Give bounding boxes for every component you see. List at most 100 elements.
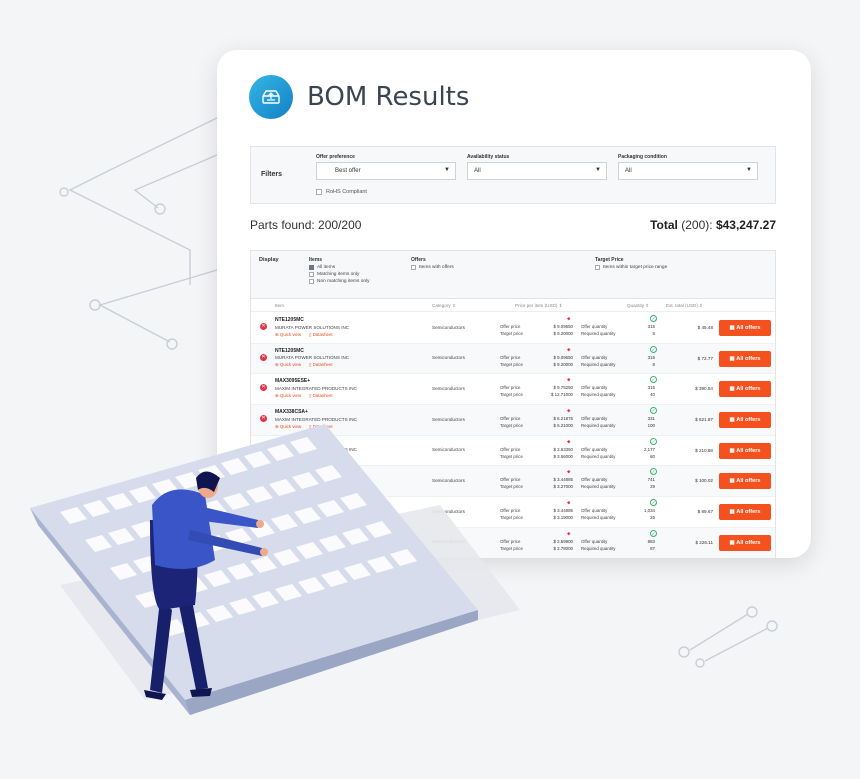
offer-quantity-value: 331 bbox=[647, 416, 655, 422]
check-circle-icon: ✓ bbox=[650, 376, 657, 384]
remove-icon[interactable]: ✕ bbox=[260, 384, 267, 392]
ext-total-value: $ 72.77 bbox=[697, 355, 713, 361]
manufacturer: MURATA POWER SOLUTIONS INC bbox=[275, 324, 350, 330]
price-tag-icon: ⬥ bbox=[567, 469, 571, 476]
all-offers-button[interactable]: ▦ All offers bbox=[719, 350, 771, 367]
offer-price-label: Offer price bbox=[500, 446, 521, 452]
target-price-label: Target price bbox=[500, 545, 523, 551]
required-quantity-label: Required quantity bbox=[581, 453, 616, 459]
target-price-value: $ 3.56000 bbox=[553, 453, 573, 459]
grid-icon: ▦ bbox=[729, 325, 737, 331]
quick-view-link[interactable]: ⊕ Quick view bbox=[275, 331, 302, 337]
offer-quantity-label: Offer quantity bbox=[581, 324, 608, 329]
offer-quantity-value: 315 bbox=[647, 354, 655, 360]
quick-view-link[interactable]: ⊕ Quick view bbox=[275, 484, 302, 490]
filter-within-target-price[interactable]: Items within target price range bbox=[595, 265, 667, 270]
target-price-label: Target price bbox=[500, 484, 523, 490]
all-offers-button[interactable]: ▦ All offers bbox=[719, 381, 771, 398]
required-quantity-value: 8 bbox=[652, 361, 655, 367]
all-offers-button[interactable]: ▦ All offers bbox=[719, 504, 771, 521]
quick-view-link[interactable]: ⊕ Quick view bbox=[275, 423, 302, 429]
target-price-label: Target price bbox=[500, 453, 523, 459]
required-quantity-label: Required quantity bbox=[581, 545, 616, 551]
offer-price-label: Offer price bbox=[500, 416, 521, 422]
price-tag-icon: ⬥ bbox=[567, 438, 571, 445]
page-header: BOM Results bbox=[249, 74, 469, 120]
remove-icon[interactable]: ✕ bbox=[260, 476, 267, 484]
filter-non-matching-items[interactable]: Non matching items only bbox=[309, 279, 370, 284]
required-quantity-label: Required quantity bbox=[581, 515, 616, 521]
required-quantity-label: Required quantity bbox=[581, 423, 616, 429]
datasheet-label: Datasheet bbox=[312, 331, 333, 337]
remove-icon[interactable]: ✕ bbox=[260, 415, 267, 423]
quick-view-link[interactable]: ⊕ Quick view bbox=[275, 362, 302, 368]
all-offers-button[interactable]: ▦ All offers bbox=[719, 412, 771, 429]
quick-view-link[interactable]: ⊕ Quick view bbox=[275, 392, 302, 398]
quick-view-label: Quick view bbox=[279, 546, 302, 552]
datasheet-link[interactable]: ▯ Datasheet bbox=[309, 515, 333, 521]
offer-quantity-label: Offer quantity bbox=[581, 354, 608, 360]
table-row: ✕ MAX338CSA+ MAXIM INTEGRATED PRODUCTS I… bbox=[251, 405, 775, 436]
manufacturer: MAXIM INTEGRATED PRODUCTS INC bbox=[275, 477, 357, 483]
datasheet-link[interactable]: ▯ Datasheet bbox=[309, 423, 333, 429]
required-quantity-value: 87 bbox=[650, 545, 655, 551]
remove-icon[interactable]: ✕ bbox=[260, 445, 267, 453]
all-offers-button[interactable]: ▦ All offers bbox=[719, 473, 771, 490]
offer-quantity-label: Offer quantity bbox=[581, 477, 608, 483]
filters-label: Filters bbox=[261, 171, 283, 178]
quick-view-link[interactable]: ⊕ Quick view bbox=[275, 546, 302, 552]
quick-view-link[interactable]: ⊕ Quick view bbox=[275, 515, 302, 521]
availability-status-select[interactable]: All ▼ bbox=[467, 162, 607, 180]
ext-total-value: $ 390.54 bbox=[695, 386, 713, 392]
offer-preference-select[interactable]: Best offer ▼ bbox=[316, 162, 456, 180]
chevron-down-icon: ▼ bbox=[746, 167, 752, 173]
remove-icon[interactable]: ✕ bbox=[260, 353, 267, 361]
required-quantity-label: Required quantity bbox=[581, 331, 616, 336]
tray-upload-icon bbox=[249, 75, 293, 119]
remove-icon[interactable]: ✕ bbox=[260, 507, 267, 515]
datasheet-link[interactable]: ▯ Datasheet bbox=[309, 484, 333, 490]
offer-preference-group: Offer preference Best offer ▼ bbox=[316, 154, 456, 180]
quick-view-label: Quick view bbox=[279, 423, 302, 429]
table-row: ✕ MAX9033SASA+ MAXIM INTEGRATED PRODUCTS… bbox=[251, 436, 775, 467]
availability-status-group: Availability status All ▼ bbox=[467, 154, 607, 180]
display-label: Display bbox=[259, 257, 279, 263]
quick-view-link[interactable]: ⊕ Quick view bbox=[275, 454, 302, 460]
datasheet-link[interactable]: ▯ Datasheet bbox=[309, 331, 333, 337]
filter-items-with-offers[interactable]: Items with offers bbox=[411, 265, 454, 270]
parts-found: Parts found: 200/200 bbox=[250, 218, 362, 232]
category: Semiconductors bbox=[432, 447, 465, 453]
column-category[interactable]: Category ⇕ bbox=[432, 303, 456, 308]
quick-view-label: Quick view bbox=[279, 392, 302, 398]
option-label: Matching items only bbox=[317, 272, 360, 277]
offer-preference-label: Offer preference bbox=[316, 154, 355, 160]
filter-matching-items[interactable]: Matching items only bbox=[309, 272, 370, 277]
all-offers-button[interactable]: ▦ All offers bbox=[719, 320, 771, 336]
rohs-checkbox[interactable]: RoHS Compliant bbox=[316, 189, 367, 195]
datasheet-link[interactable]: ▯ Datasheet bbox=[309, 392, 333, 398]
all-offers-button[interactable]: ▦ All offers bbox=[719, 534, 771, 551]
category: Semiconductors bbox=[432, 539, 465, 545]
packaging-condition-select[interactable]: All ▼ bbox=[618, 162, 758, 180]
offer-quantity-label: Offer quantity bbox=[581, 508, 608, 514]
filter-all-items[interactable]: All items bbox=[309, 265, 370, 270]
target-price-value: $ 9.20000 bbox=[553, 361, 573, 367]
column-price[interactable]: Price per item (USD) ⇕ bbox=[515, 303, 563, 308]
remove-icon[interactable]: ✕ bbox=[260, 537, 267, 545]
datasheet-link[interactable]: ▯ Datasheet bbox=[309, 362, 333, 368]
part-number: NTE1205MC bbox=[275, 347, 304, 354]
column-ext-total[interactable]: Ext. total (USD) ⇕ bbox=[666, 303, 704, 308]
remove-icon[interactable]: ✕ bbox=[260, 323, 267, 330]
price-tag-icon: ⬥ bbox=[567, 530, 571, 537]
offer-quantity-value: 741 bbox=[647, 477, 655, 483]
column-quantity[interactable]: Quantity ⇕ bbox=[627, 303, 650, 308]
target-price-label: Target price bbox=[500, 331, 523, 336]
all-offers-button[interactable]: ▦ All offers bbox=[719, 442, 771, 459]
datasheet-link[interactable]: ▯ Datasheet bbox=[309, 454, 333, 460]
offer-price-value: $ 3.44885 bbox=[553, 508, 573, 514]
availability-status-value: All bbox=[474, 168, 481, 174]
ext-total-value: $ 226.11 bbox=[695, 539, 713, 545]
datasheet-label: Datasheet bbox=[312, 484, 333, 490]
datasheet-link[interactable]: ▯ Datasheet bbox=[309, 546, 333, 552]
